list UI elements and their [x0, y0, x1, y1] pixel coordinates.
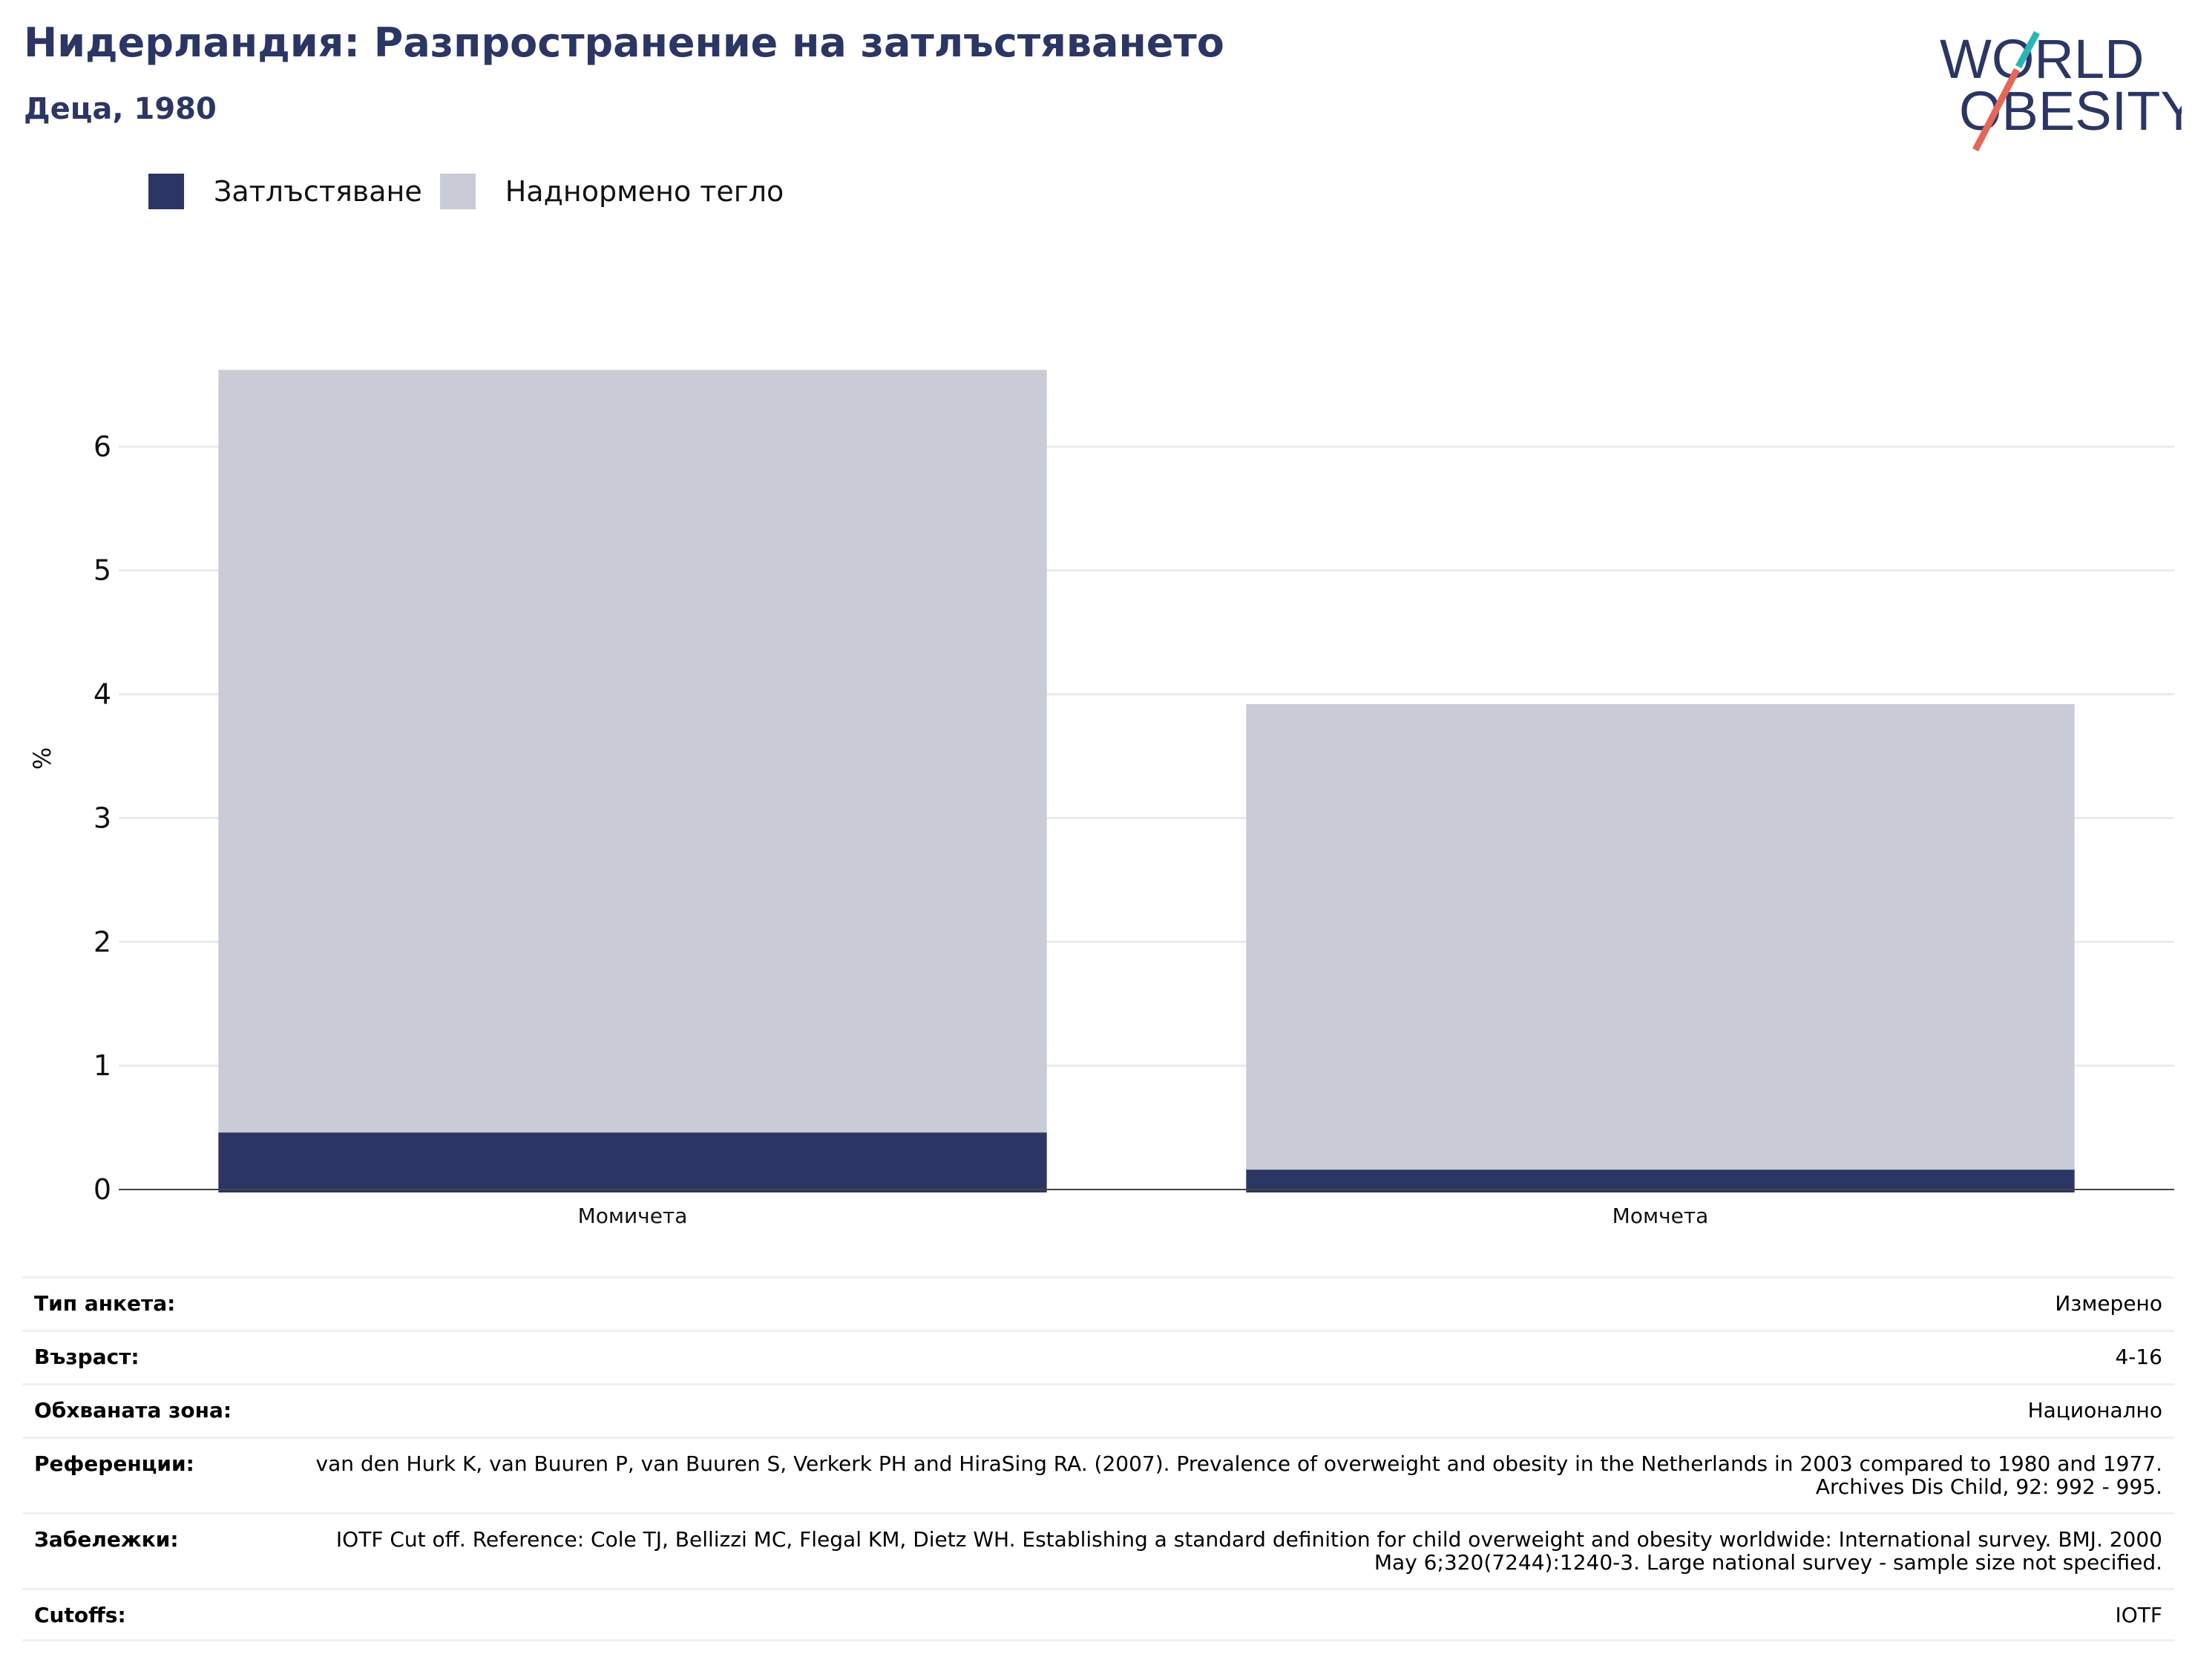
meta-value: 4-16	[2115, 1345, 2162, 1369]
meta-row-age: Възраст: 4-16	[22, 1330, 2174, 1383]
chart-title: Нидерландия: Разпространение на затлъстя…	[24, 19, 1224, 66]
meta-row-references: Референции: van den Hurk K, van Buuren P…	[22, 1437, 2174, 1512]
meta-value: van den Hurk K, van Buuren P, van Buuren…	[315, 1451, 2163, 1499]
x-tick-label: Момчета	[1612, 1204, 1709, 1228]
meta-value: Национално	[2027, 1398, 2162, 1423]
meta-row-notes: Забележки: IOTF Cut off. Reference: Cole…	[22, 1512, 2174, 1588]
y-tick-label: 0	[93, 1173, 111, 1206]
bar-overweight	[218, 370, 1047, 1192]
meta-label: Тип анкета:	[34, 1291, 176, 1316]
meta-row-survey-type: Тип анкета: Измерено	[22, 1276, 2174, 1330]
x-tick-label: Момичета	[578, 1204, 688, 1228]
meta-label: Забележки:	[34, 1527, 179, 1552]
bar-obesity	[218, 1132, 1047, 1192]
logo-world-text: WORLD	[1940, 28, 2144, 90]
y-tick-label: 6	[93, 430, 111, 463]
survey-details-table: Тип анкета: Измерено Възраст: 4-16 Обхва…	[22, 1276, 2174, 1641]
logo-teal-slash	[2015, 30, 2040, 69]
chart-subtitle: Деца, 1980	[24, 92, 217, 126]
bar-overweight	[1246, 703, 2075, 1192]
logo-coral-slash	[1972, 68, 2020, 152]
meta-row-coverage: Обхваната зона: Национално	[22, 1383, 2174, 1437]
y-tick-label: 5	[93, 554, 111, 587]
meta-row-cutoffs: Cutoffs: IOTF	[22, 1588, 2174, 1641]
y-axis-label: %	[28, 747, 56, 770]
meta-value: Измерено	[2055, 1291, 2162, 1316]
meta-label: Референции:	[34, 1451, 194, 1476]
legend-swatch-overweight	[439, 174, 476, 209]
legend-item-obesity: Затлъстяване	[148, 174, 422, 209]
meta-label: Обхваната зона:	[34, 1398, 232, 1423]
world-obesity-logo: WORLD OBESITY	[1940, 28, 2182, 152]
legend-label-obesity: Затлъстяване	[214, 175, 422, 208]
meta-value: IOTF Cut off. Reference: Cole TJ, Belliz…	[335, 1527, 2162, 1575]
legend-item-overweight: Наднормено тегло	[439, 174, 784, 209]
bar-obesity	[1246, 1169, 2075, 1192]
bar-chart: 0 1 2 3 4 5 6% Момичета Момчета	[28, 370, 2174, 1228]
legend-swatch-obesity	[148, 174, 184, 209]
y-tick-label: 3	[93, 801, 111, 834]
y-tick-label: 4	[93, 678, 111, 711]
meta-label: Възраст:	[34, 1345, 140, 1369]
y-tick-label: 2	[93, 925, 111, 958]
meta-label: Cutoffs:	[34, 1603, 126, 1627]
legend-label-overweight: Наднормено тегло	[505, 175, 784, 208]
y-tick-label: 1	[93, 1049, 111, 1082]
meta-value: IOTF	[2115, 1603, 2162, 1627]
chart-legend: Затлъстяване Наднормено тегло	[148, 169, 801, 214]
